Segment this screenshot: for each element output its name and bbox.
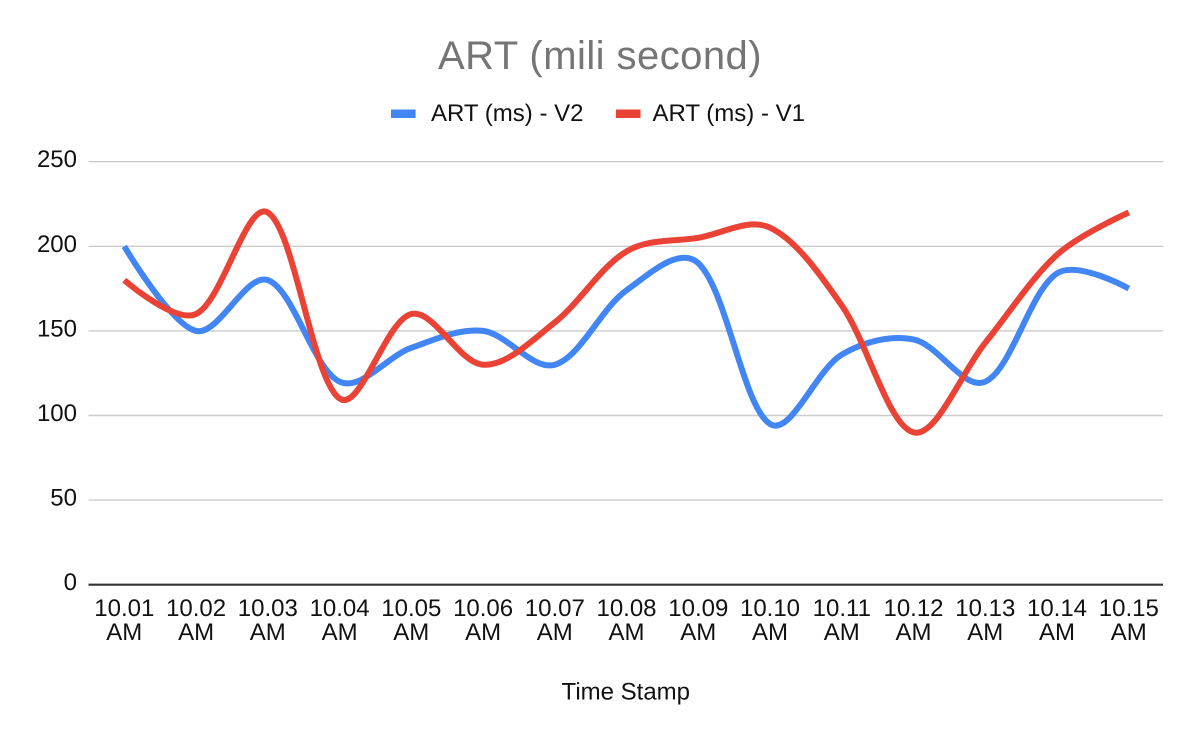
svg-text:10.12: 10.12 bbox=[883, 595, 943, 622]
svg-text:250: 250 bbox=[37, 146, 77, 173]
svg-text:AM: AM bbox=[609, 619, 645, 646]
svg-text:10.05: 10.05 bbox=[381, 595, 441, 622]
svg-text:AM: AM bbox=[322, 619, 358, 646]
svg-text:10.11: 10.11 bbox=[813, 595, 871, 622]
svg-text:10.10: 10.10 bbox=[740, 595, 800, 622]
svg-text:AM: AM bbox=[1039, 619, 1075, 646]
svg-text:10.03: 10.03 bbox=[238, 595, 298, 622]
svg-text:10.08: 10.08 bbox=[596, 595, 656, 622]
svg-text:ART (mili second): ART (mili second) bbox=[438, 34, 762, 78]
svg-text:200: 200 bbox=[37, 231, 77, 258]
svg-text:AM: AM bbox=[106, 619, 142, 646]
svg-text:AM: AM bbox=[250, 619, 286, 646]
svg-text:ART (ms) - V2: ART (ms) - V2 bbox=[431, 100, 583, 127]
svg-text:10.14: 10.14 bbox=[1027, 595, 1087, 622]
svg-text:10.02: 10.02 bbox=[166, 595, 226, 622]
svg-text:Time Stamp: Time Stamp bbox=[562, 679, 690, 706]
svg-text:AM: AM bbox=[896, 619, 932, 646]
svg-text:AM: AM bbox=[824, 619, 860, 646]
svg-text:AM: AM bbox=[967, 619, 1003, 646]
svg-text:10.04: 10.04 bbox=[310, 595, 370, 622]
svg-text:ART (ms) - V1: ART (ms) - V1 bbox=[653, 100, 805, 127]
svg-text:10.07: 10.07 bbox=[525, 595, 585, 622]
svg-text:10.15: 10.15 bbox=[1099, 595, 1159, 622]
svg-text:AM: AM bbox=[393, 619, 429, 646]
svg-text:0: 0 bbox=[64, 569, 77, 596]
svg-text:AM: AM bbox=[680, 619, 716, 646]
svg-text:10.13: 10.13 bbox=[955, 595, 1015, 622]
svg-text:150: 150 bbox=[37, 315, 77, 342]
svg-text:AM: AM bbox=[178, 619, 214, 646]
svg-text:AM: AM bbox=[537, 619, 573, 646]
svg-text:10.06: 10.06 bbox=[453, 595, 513, 622]
svg-text:AM: AM bbox=[1111, 619, 1147, 646]
svg-text:50: 50 bbox=[50, 485, 77, 512]
svg-text:AM: AM bbox=[465, 619, 501, 646]
svg-text:10.09: 10.09 bbox=[668, 595, 728, 622]
svg-text:100: 100 bbox=[37, 400, 77, 427]
svg-text:10.01: 10.01 bbox=[94, 595, 154, 622]
svg-text:AM: AM bbox=[752, 619, 788, 646]
